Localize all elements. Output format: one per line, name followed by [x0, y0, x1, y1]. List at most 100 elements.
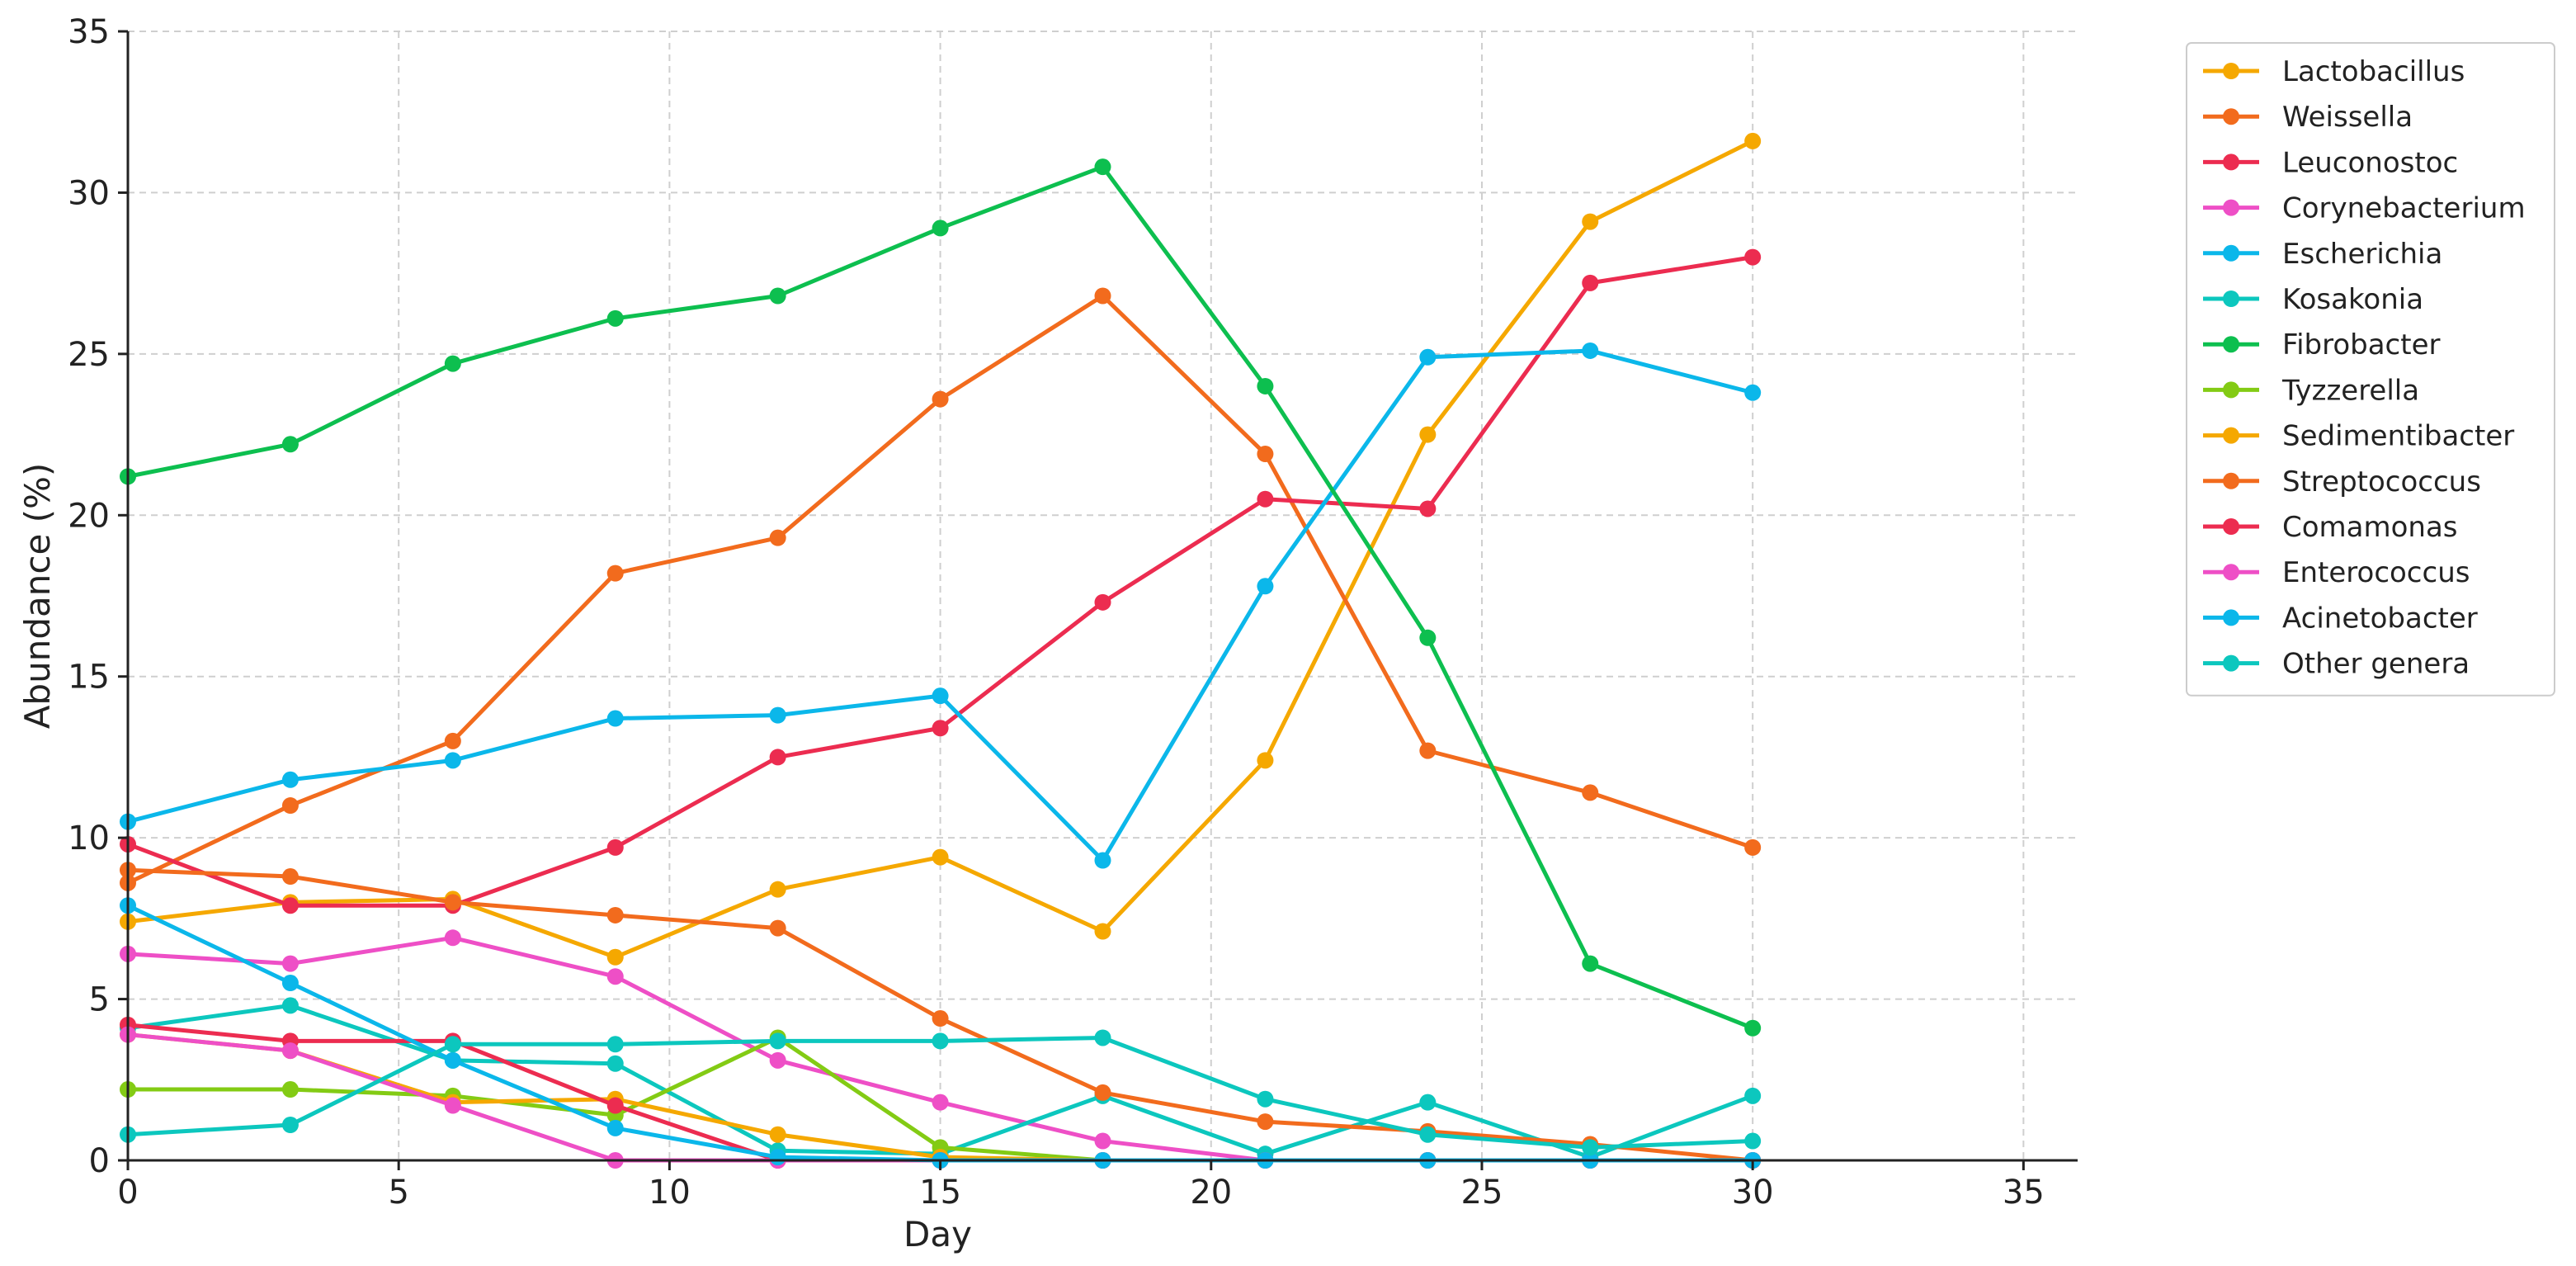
y-tick-label: 30 — [68, 174, 110, 212]
data-point — [1419, 500, 1437, 517]
data-point — [769, 287, 786, 305]
data-point — [1744, 248, 1762, 266]
data-point — [281, 897, 299, 914]
legend-label: Weissella — [2282, 101, 2413, 134]
data-point — [281, 1117, 299, 1134]
y-tick-label: 20 — [68, 497, 110, 535]
data-point — [1257, 446, 1274, 463]
data-point — [606, 968, 624, 985]
data-point — [1582, 1139, 1599, 1156]
data-point — [769, 1032, 786, 1050]
legend: Lactobacillus Weissella Leuconostoc Coryneb… — [2186, 42, 2555, 697]
legend-label: Tyzzerella — [2281, 374, 2419, 407]
data-point — [281, 997, 299, 1014]
legend-swatch-marker — [2223, 108, 2239, 125]
data-point — [444, 1036, 461, 1053]
data-point — [1257, 1113, 1274, 1131]
data-point — [1744, 1087, 1762, 1104]
data-point — [1744, 132, 1762, 149]
series-leuconostoc — [120, 248, 1762, 914]
data-point — [606, 906, 624, 924]
data-point — [606, 1097, 624, 1114]
data-point — [1094, 1132, 1111, 1150]
legend-swatch-marker — [2223, 63, 2239, 79]
legend-swatch-marker — [2223, 381, 2239, 399]
legend-item: Sedimentibacter — [2203, 420, 2514, 453]
legend-swatch-marker — [2223, 427, 2239, 444]
data-point — [1744, 838, 1762, 856]
data-point — [1257, 1090, 1274, 1108]
x-tick-label: 15 — [919, 1174, 961, 1212]
legend-label: Leuconostoc — [2282, 146, 2458, 179]
legend-label: Lactobacillus — [2282, 55, 2465, 88]
data-point — [769, 919, 786, 937]
data-point — [932, 1032, 949, 1050]
data-point — [281, 1042, 299, 1060]
data-point — [769, 706, 786, 724]
data-point — [281, 797, 299, 815]
data-point — [444, 732, 461, 749]
legend-item: Streptococcus — [2203, 465, 2481, 498]
data-point — [1419, 348, 1437, 366]
legend-swatch-marker — [2223, 244, 2239, 262]
legend-label: Corynebacterium — [2282, 192, 2526, 225]
legend-swatch-marker — [2223, 291, 2239, 307]
data-point — [606, 948, 624, 966]
y-tick-label: 35 — [68, 13, 110, 51]
data-point — [1419, 1126, 1437, 1143]
data-point — [932, 848, 949, 866]
data-point — [932, 687, 949, 705]
data-point — [1094, 593, 1111, 611]
x-tick-label: 10 — [649, 1174, 691, 1212]
data-point — [281, 1081, 299, 1098]
x-tick-label: 20 — [1190, 1174, 1232, 1212]
data-point — [606, 1036, 624, 1053]
legend-label: Kosakonia — [2282, 283, 2423, 316]
legend-swatch-marker — [2223, 564, 2239, 581]
y-tick-label: 15 — [68, 659, 110, 697]
legend-swatch-marker — [2223, 518, 2239, 535]
legend-label: Acinetobacter — [2282, 602, 2478, 635]
legend-label: Sedimentibacter — [2282, 420, 2514, 453]
legend-swatch-marker — [2223, 654, 2239, 672]
data-point — [769, 529, 786, 546]
data-point — [932, 1010, 949, 1027]
data-point — [1094, 158, 1111, 176]
x-tick-label: 5 — [388, 1174, 408, 1212]
data-point — [1582, 955, 1599, 972]
legend-label: Enterococcus — [2282, 556, 2470, 589]
data-point — [769, 749, 786, 766]
data-point — [1744, 1019, 1762, 1037]
x-tick-label: 30 — [1732, 1174, 1774, 1212]
data-point — [444, 894, 461, 911]
data-point — [606, 710, 624, 727]
data-point — [769, 881, 786, 898]
data-point — [1094, 923, 1111, 940]
legend-label: Other genera — [2282, 648, 2470, 681]
data-point — [444, 929, 461, 947]
legend-label: Streptococcus — [2282, 465, 2481, 498]
data-point — [769, 1126, 786, 1143]
data-point — [606, 1055, 624, 1072]
y-tick-label: 10 — [68, 820, 110, 857]
data-point — [769, 1149, 786, 1166]
legend-item: Comamonas — [2203, 511, 2458, 544]
legend-item: Lactobacillus — [2203, 55, 2465, 88]
y-axis-title: Abundance (%) — [17, 463, 58, 730]
data-point — [281, 975, 299, 992]
data-point — [444, 1051, 461, 1069]
data-point — [1094, 852, 1111, 869]
series-escherichia — [120, 342, 1762, 869]
data-point — [932, 1094, 949, 1111]
y-tick-label: 25 — [68, 336, 110, 374]
tick-labels: 0 5 10 15 20 25 30 35 0 5 10 15 20 25 30 35 — [68, 13, 2045, 1212]
data-point — [1419, 1094, 1437, 1111]
legend-item: Escherichia — [2203, 238, 2442, 271]
legend-swatch-marker — [2223, 472, 2239, 489]
data-point — [1257, 490, 1274, 508]
data-point — [932, 220, 949, 237]
legend-item: Enterococcus — [2203, 556, 2470, 589]
grid — [128, 31, 2078, 1160]
